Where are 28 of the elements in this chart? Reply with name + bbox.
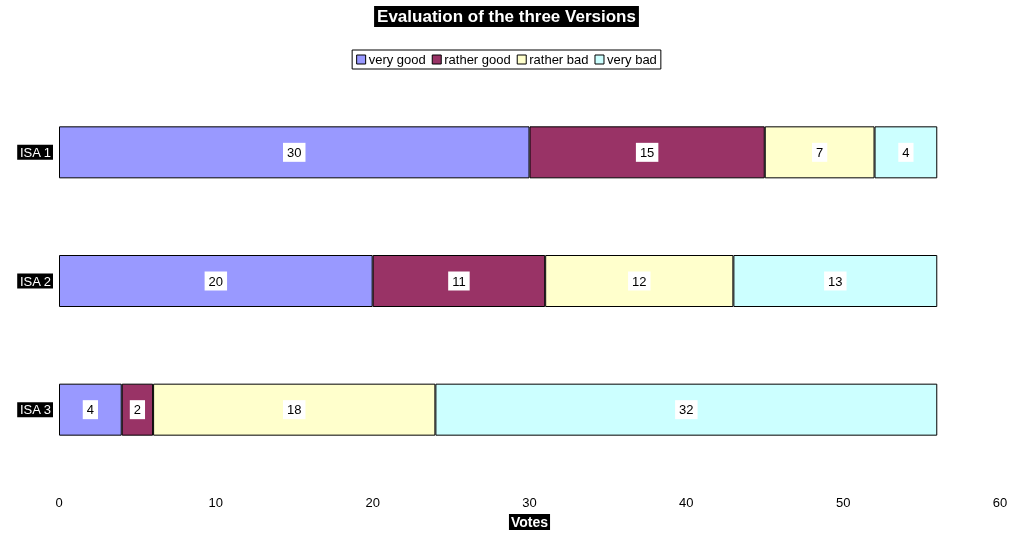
x-tick-label: 10 (208, 495, 224, 510)
data-label: 4 (86, 402, 94, 418)
x-tick-label: 20 (365, 495, 380, 510)
x-axis-title: Votes (510, 513, 549, 530)
data-label: 18 (287, 402, 302, 418)
data-label: 13 (828, 273, 843, 289)
y-tick-label: ISA 2 (19, 273, 51, 289)
data-label: 7 (816, 144, 824, 160)
chart-title: Evaluation of the three Versions (377, 7, 636, 26)
data-label: 4 (902, 144, 910, 160)
data-label: 2 (133, 402, 142, 418)
data-label: 15 (639, 144, 655, 160)
x-tick-label: 30 (522, 495, 537, 510)
data-label: 12 (632, 273, 647, 289)
data-label: 11 (452, 273, 466, 289)
y-tick-label: ISA 1 (19, 144, 51, 160)
legend-label: rather bad (529, 52, 589, 67)
x-tick-label: 60 (992, 495, 1008, 510)
data-label: 32 (679, 402, 694, 418)
data-label: 20 (208, 273, 224, 289)
data-label: 30 (287, 144, 302, 160)
legend-label: very good (368, 52, 426, 67)
legend-label: rather good (444, 52, 511, 67)
legend-label: very bad (606, 52, 657, 67)
x-tick-label: 0 (55, 495, 63, 510)
x-tick-label: 50 (835, 495, 851, 510)
x-tick-label: 40 (679, 495, 694, 510)
y-tick-label: ISA 3 (19, 402, 51, 418)
